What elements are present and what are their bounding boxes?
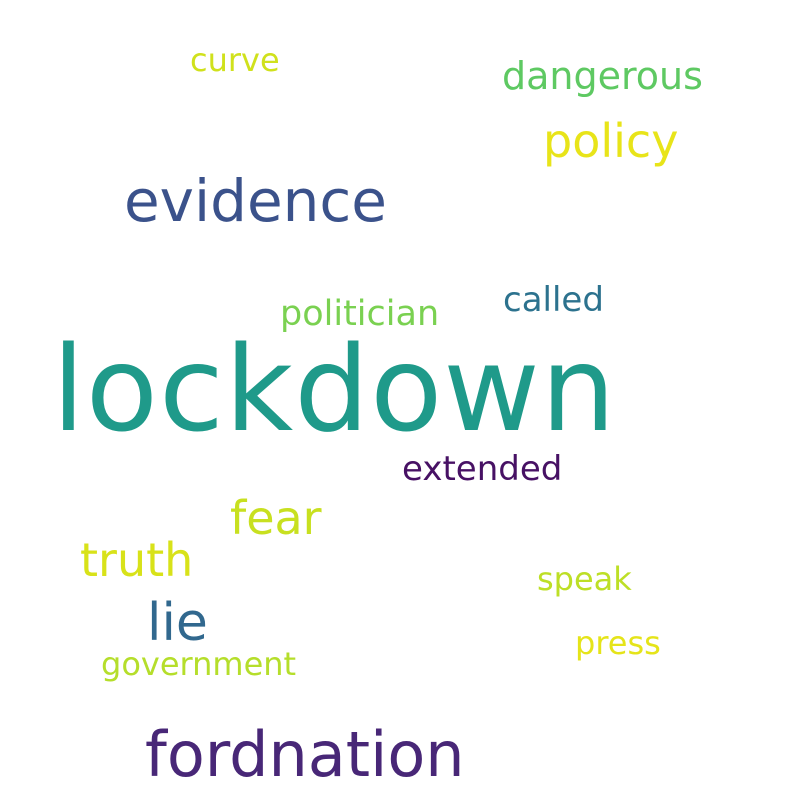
word-called: called (503, 280, 604, 320)
word-lockdown: lockdown (52, 320, 617, 458)
word-curve: curve (190, 41, 280, 79)
word-press: press (575, 624, 661, 662)
word-fear: fear (230, 491, 322, 545)
word-dangerous: dangerous (502, 54, 703, 98)
word-extended: extended (402, 449, 563, 489)
word-lie: lie (147, 593, 208, 653)
word-truth: truth (80, 533, 194, 587)
word-government: government (101, 645, 297, 683)
word-speak: speak (537, 560, 632, 598)
word-politician: politician (280, 294, 440, 334)
word-evidence: evidence (124, 167, 387, 235)
word-policy: policy (543, 114, 679, 168)
word-fordnation: fordnation (145, 718, 465, 791)
